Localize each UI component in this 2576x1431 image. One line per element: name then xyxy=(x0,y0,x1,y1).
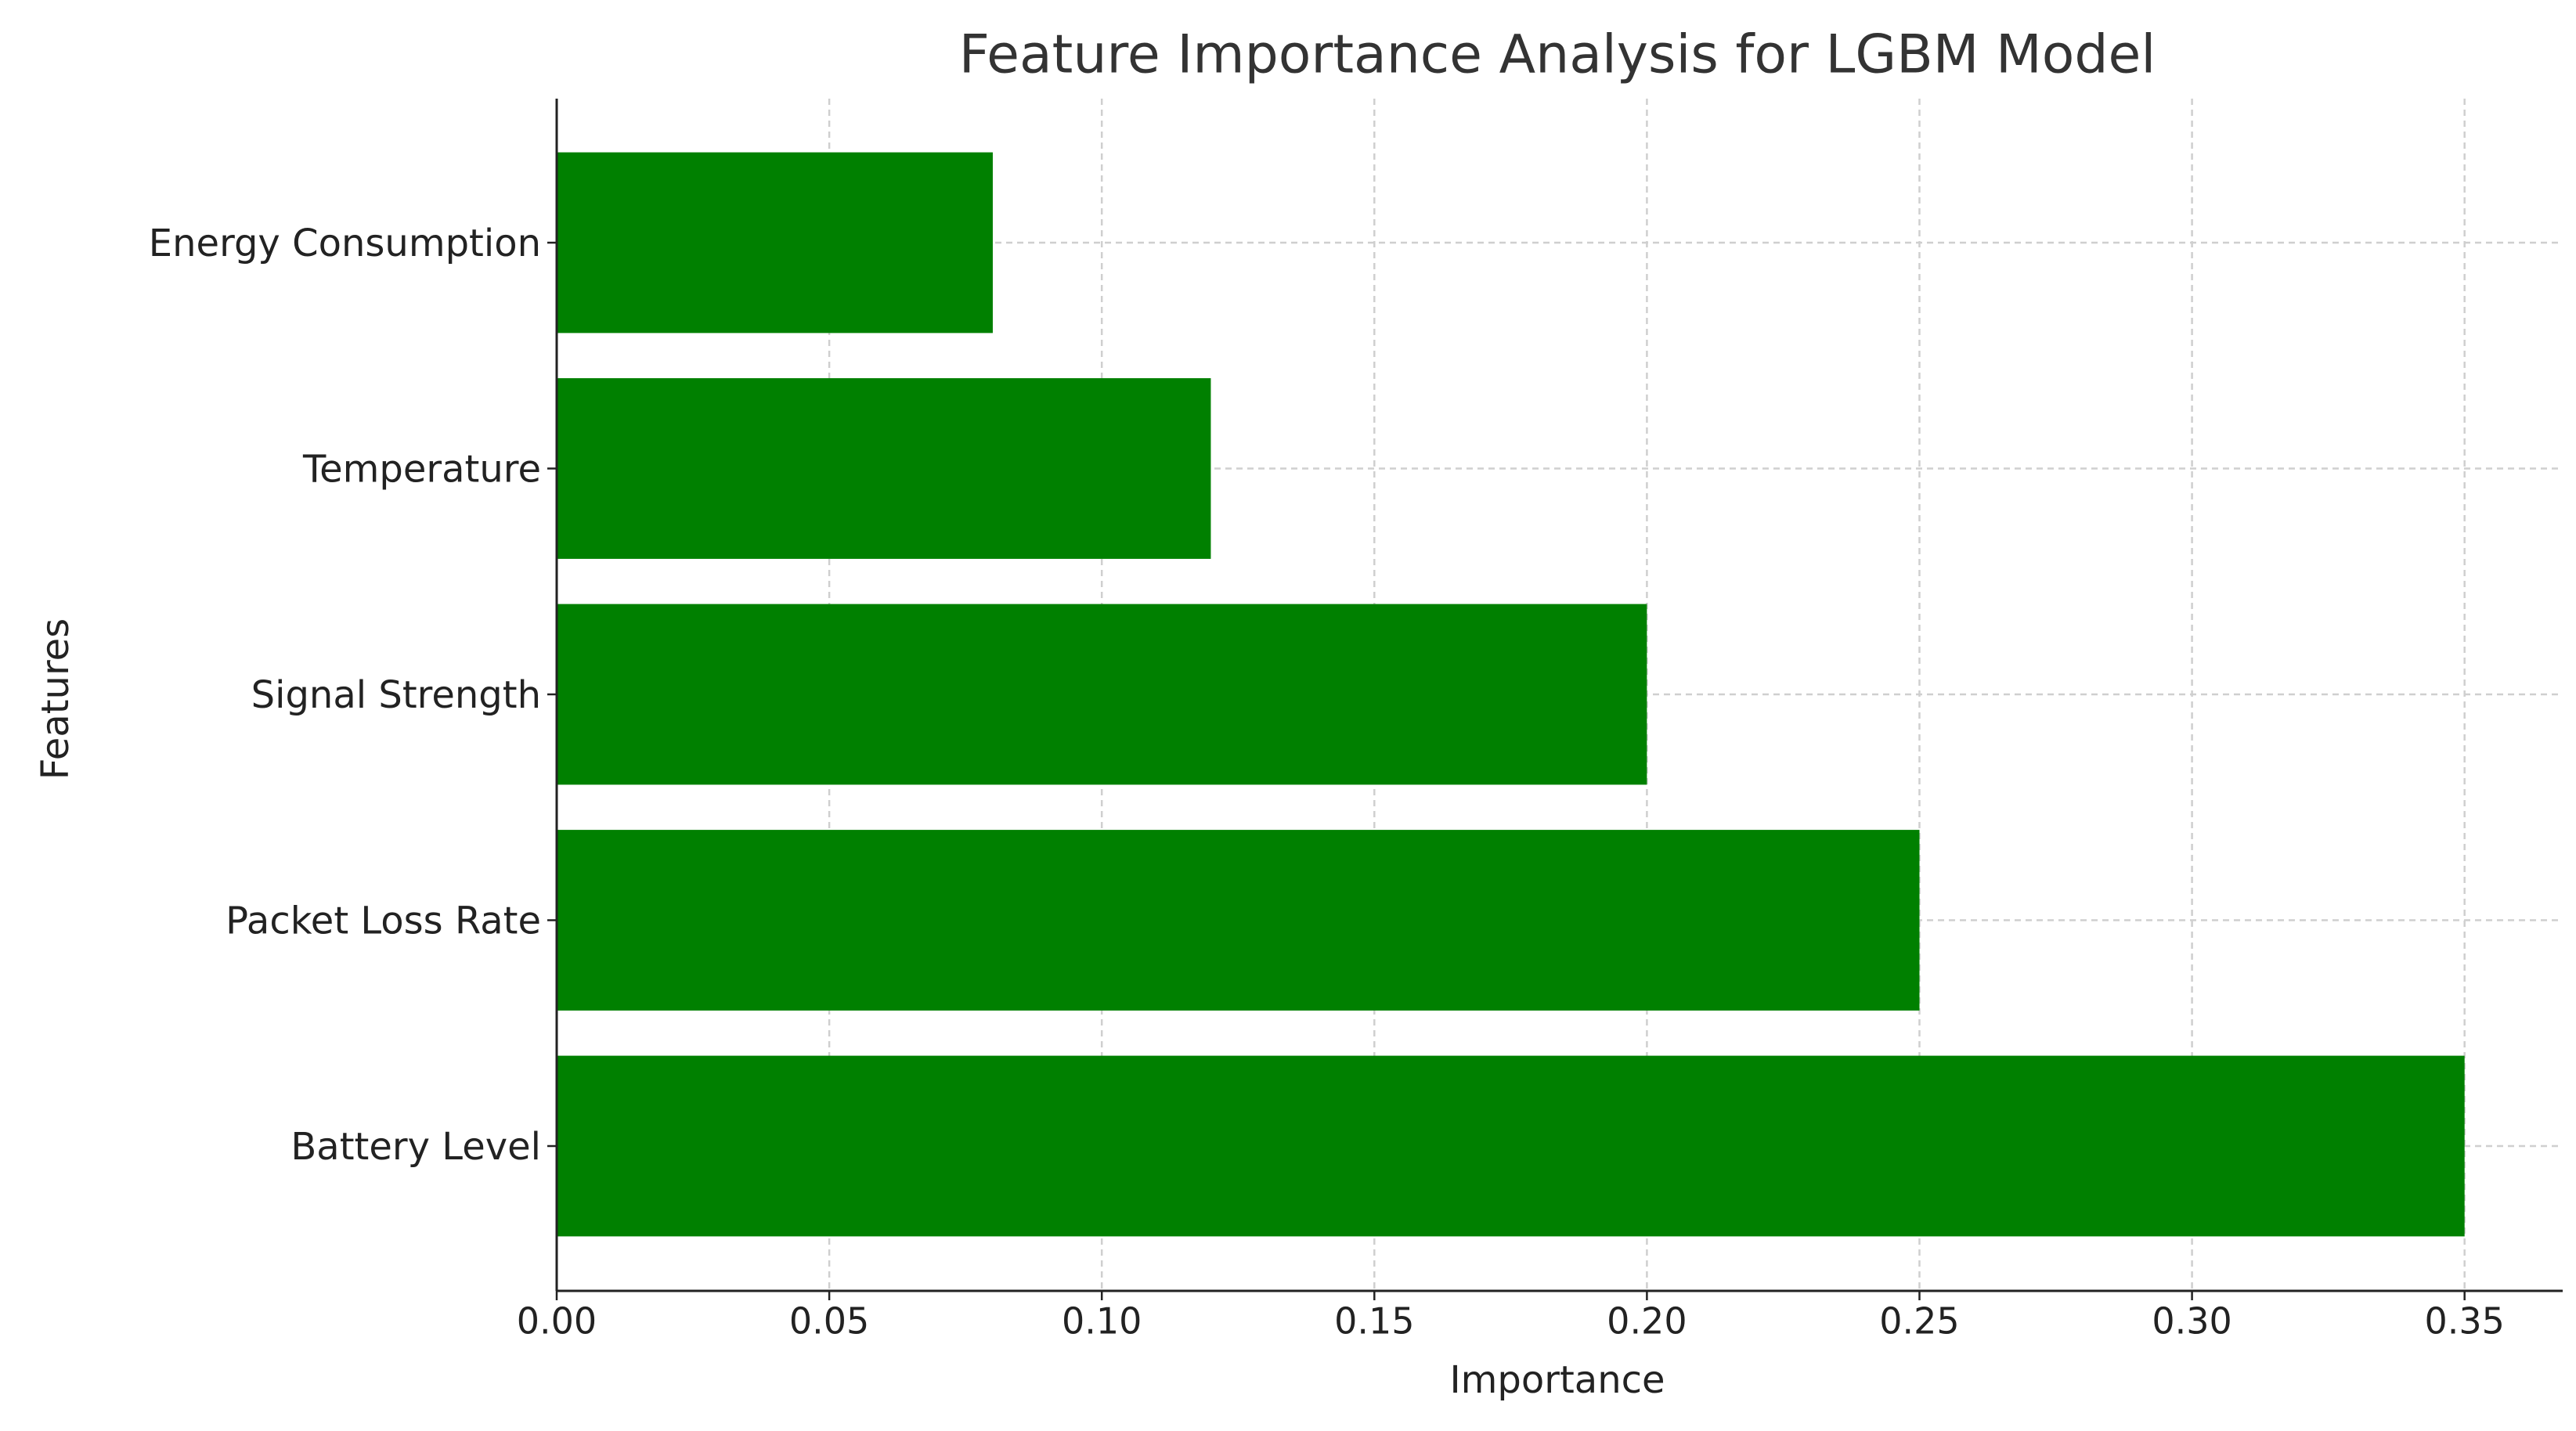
bar xyxy=(557,830,1920,1011)
y-tick-label: Energy Consumption xyxy=(149,222,541,265)
y-tick-label: Temperature xyxy=(302,448,541,492)
y-axis-label: Features xyxy=(34,618,78,780)
x-tick-label: 0.10 xyxy=(1062,1300,1142,1343)
chart-title: Feature Importance Analysis for LGBM Mod… xyxy=(959,24,2156,86)
bar xyxy=(557,1055,2465,1237)
x-tick-label: 0.20 xyxy=(1607,1300,1687,1343)
y-tick-label: Packet Loss Rate xyxy=(225,899,541,943)
x-tick-label: 0.15 xyxy=(1334,1300,1414,1343)
y-tick-label: Battery Level xyxy=(290,1125,541,1169)
x-tick-label: 0.30 xyxy=(2152,1300,2231,1343)
bar xyxy=(557,378,1211,559)
x-tick-label: 0.25 xyxy=(1879,1300,1959,1343)
x-tick-label: 0.00 xyxy=(517,1300,597,1343)
x-axis-label: Importance xyxy=(1449,1358,1665,1402)
y-tick-label: Signal Strength xyxy=(251,673,541,717)
x-tick-label: 0.35 xyxy=(2424,1300,2504,1343)
x-tick-label: 0.05 xyxy=(789,1300,869,1343)
bar xyxy=(557,152,993,333)
bar xyxy=(557,604,1647,785)
